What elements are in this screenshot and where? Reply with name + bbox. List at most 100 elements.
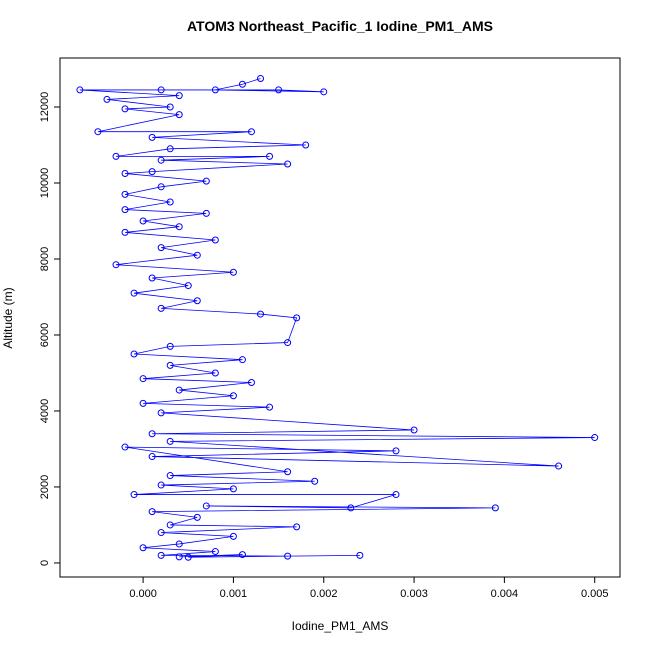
data-point bbox=[121, 190, 129, 198]
x-tick-label: 0.003 bbox=[400, 588, 428, 600]
data-point bbox=[284, 552, 292, 560]
data-point bbox=[238, 551, 246, 559]
x-tick-label: 0.001 bbox=[220, 588, 248, 600]
x-tick-label: 0.000 bbox=[129, 588, 157, 600]
data-point bbox=[238, 356, 246, 364]
data-point bbox=[166, 521, 174, 529]
data-point bbox=[392, 491, 400, 499]
data-point bbox=[184, 553, 192, 561]
data-point bbox=[148, 453, 156, 461]
data-point bbox=[157, 304, 165, 312]
x-axis-label: Iodine_PM1_AMS bbox=[292, 619, 389, 633]
data-point bbox=[293, 523, 301, 531]
data-point bbox=[410, 426, 418, 434]
data-point bbox=[148, 168, 156, 176]
data-point bbox=[157, 481, 165, 489]
data-point bbox=[130, 289, 138, 297]
data-point bbox=[166, 437, 174, 445]
data-point bbox=[229, 268, 237, 276]
data-point bbox=[139, 544, 147, 552]
data-point bbox=[130, 491, 138, 499]
y-tick-label: 12000 bbox=[39, 92, 51, 123]
data-point bbox=[293, 314, 301, 322]
data-point bbox=[247, 378, 255, 386]
x-tick-label: 0.005 bbox=[581, 588, 609, 600]
data-line bbox=[79, 78, 595, 558]
data-point bbox=[175, 92, 183, 100]
data-point bbox=[121, 105, 129, 113]
data-point bbox=[238, 80, 246, 88]
data-point bbox=[275, 86, 283, 94]
data-point bbox=[166, 361, 174, 369]
data-point bbox=[166, 198, 174, 206]
data-point bbox=[139, 399, 147, 407]
y-tick-label: 4000 bbox=[39, 399, 51, 423]
data-point bbox=[347, 504, 355, 512]
data-point bbox=[266, 152, 274, 160]
data-point bbox=[130, 350, 138, 358]
data-point bbox=[211, 236, 219, 244]
data-point bbox=[284, 160, 292, 168]
data-point bbox=[157, 551, 165, 559]
data-point bbox=[392, 447, 400, 455]
data-point bbox=[112, 152, 120, 160]
data-point bbox=[229, 532, 237, 540]
y-tick-label: 8000 bbox=[39, 247, 51, 271]
y-tick-label: 0 bbox=[39, 560, 51, 566]
data-point bbox=[491, 504, 499, 512]
data-point bbox=[202, 502, 210, 510]
data-point bbox=[157, 156, 165, 164]
data-point bbox=[157, 183, 165, 191]
data-point bbox=[166, 342, 174, 350]
data-point bbox=[229, 485, 237, 493]
data-point bbox=[157, 529, 165, 537]
data-point bbox=[266, 403, 274, 411]
x-tick-label: 0.002 bbox=[310, 588, 338, 600]
data-point bbox=[202, 177, 210, 185]
y-axis-label: Altitude (m) bbox=[1, 287, 15, 348]
data-point bbox=[166, 145, 174, 153]
data-point bbox=[148, 133, 156, 141]
data-point bbox=[121, 228, 129, 236]
data-point bbox=[311, 477, 319, 485]
data-point bbox=[555, 462, 563, 470]
data-point bbox=[121, 443, 129, 451]
data-point bbox=[211, 369, 219, 377]
data-point bbox=[148, 508, 156, 516]
data-point bbox=[302, 141, 310, 149]
data-point bbox=[193, 251, 201, 259]
data-point bbox=[139, 375, 147, 383]
x-tick-label: 0.004 bbox=[491, 588, 519, 600]
data-point bbox=[121, 206, 129, 214]
data-point bbox=[157, 86, 165, 94]
data-point bbox=[148, 430, 156, 438]
data-point bbox=[202, 209, 210, 217]
data-point bbox=[166, 472, 174, 480]
data-point bbox=[175, 553, 183, 561]
data-point bbox=[148, 274, 156, 282]
data-point bbox=[193, 297, 201, 305]
data-point bbox=[284, 468, 292, 476]
data-point bbox=[175, 223, 183, 231]
data-point bbox=[229, 392, 237, 400]
data-point bbox=[257, 75, 265, 83]
data-point bbox=[175, 386, 183, 394]
data-point bbox=[175, 111, 183, 119]
chart-title: ATOM3 Northeast_Pacific_1 Iodine_PM1_AMS bbox=[187, 18, 493, 34]
plot-frame bbox=[59, 57, 621, 578]
data-point bbox=[103, 95, 111, 103]
data-point bbox=[121, 170, 129, 178]
data-point bbox=[320, 88, 328, 96]
data-point bbox=[175, 540, 183, 548]
data-point bbox=[591, 434, 599, 442]
data-point bbox=[247, 128, 255, 136]
y-tick-label: 2000 bbox=[39, 475, 51, 499]
data-point bbox=[211, 86, 219, 94]
data-point bbox=[157, 409, 165, 417]
data-point bbox=[139, 217, 147, 225]
data-point bbox=[76, 86, 84, 94]
data-point bbox=[193, 513, 201, 521]
data-point bbox=[112, 261, 120, 269]
